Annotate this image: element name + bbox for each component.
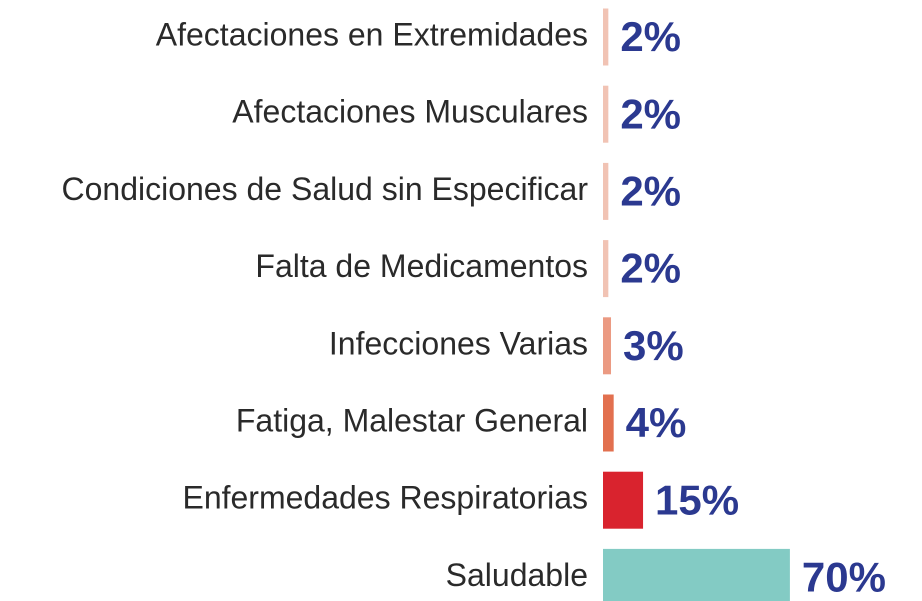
category-label: Afectaciones Musculares [232,94,588,130]
category-label: Afectaciones en Extremidades [156,16,588,52]
category-label: Falta de Medicamentos [255,248,588,284]
bar [603,162,609,220]
category-label: Saludable [446,557,588,593]
bar [603,317,612,375]
bar [603,548,790,601]
value-label: 4% [626,399,687,446]
bar [603,85,609,143]
bar [603,394,614,452]
value-label: 2% [620,167,681,214]
category-label: Condiciones de Salud sin Especificar [61,171,588,207]
category-label: Enfermedades Respiratorias [182,480,588,516]
value-label: 2% [620,90,681,137]
value-label: 3% [623,322,684,369]
category-label: Fatiga, Malestar General [236,402,588,438]
bar [603,8,609,66]
value-label: 2% [620,245,681,292]
value-label: 2% [620,13,681,60]
value-label: 70% [802,553,886,600]
value-label: 15% [655,476,739,523]
bar [603,240,609,298]
category-label: Infecciones Varias [329,325,588,361]
bar [603,471,644,529]
